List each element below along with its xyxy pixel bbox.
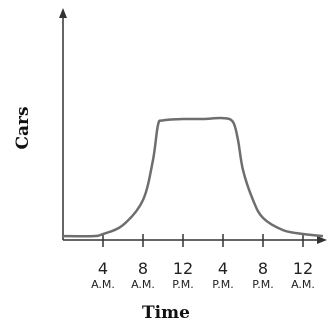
x-tick-label: 12 P.M. bbox=[172, 259, 193, 291]
x-tick-label: 8 A.M. bbox=[131, 259, 155, 291]
y-arrow bbox=[59, 8, 67, 18]
x-axis-title: Time bbox=[142, 303, 190, 323]
x-tick-label: 4 P.M. bbox=[212, 259, 233, 291]
x-arrow bbox=[317, 236, 327, 244]
x-tick-label: 8 P.M. bbox=[252, 259, 273, 291]
axes bbox=[59, 8, 327, 244]
line bbox=[62, 116, 324, 238]
x-tick-label: 12 A.M. bbox=[291, 259, 315, 291]
y-axis-title: Cars bbox=[13, 106, 33, 149]
x-tick-label: 4 A.M. bbox=[91, 259, 115, 291]
